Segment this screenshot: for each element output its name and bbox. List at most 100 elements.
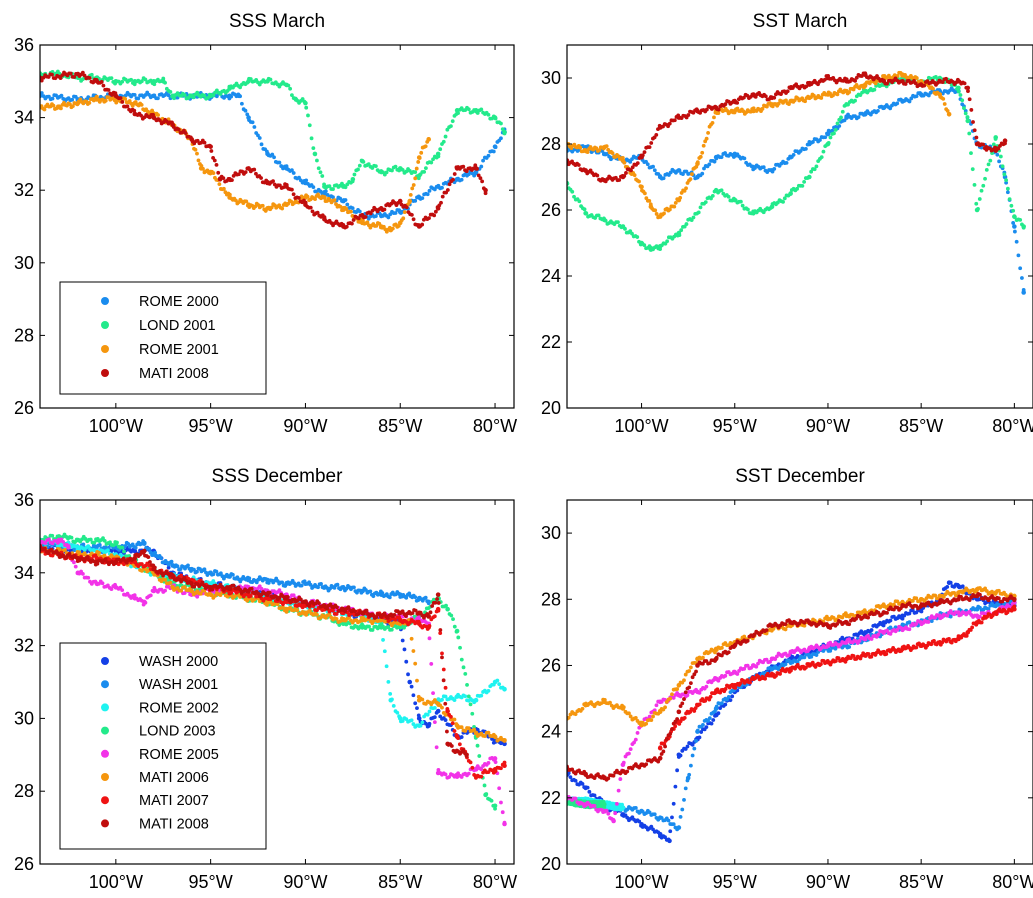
data-point bbox=[443, 134, 448, 139]
data-point bbox=[955, 86, 959, 91]
data-point bbox=[491, 803, 496, 808]
data-point bbox=[804, 84, 809, 89]
data-point bbox=[146, 555, 151, 560]
data-point bbox=[568, 775, 573, 780]
data-point bbox=[967, 131, 972, 136]
data-point bbox=[352, 172, 357, 177]
data-point bbox=[431, 157, 435, 162]
data-point bbox=[132, 92, 137, 97]
data-point bbox=[436, 767, 441, 772]
data-point bbox=[346, 605, 351, 610]
data-point bbox=[493, 760, 498, 765]
data-point bbox=[663, 835, 667, 840]
data-point bbox=[427, 709, 432, 714]
data-point bbox=[159, 556, 163, 561]
data-point bbox=[211, 572, 216, 577]
data-point bbox=[456, 635, 461, 640]
data-point bbox=[88, 537, 93, 542]
y-tick-label: 32 bbox=[14, 180, 34, 200]
legend-marker bbox=[101, 297, 109, 305]
data-point bbox=[420, 222, 425, 227]
data-point bbox=[192, 567, 196, 572]
data-point bbox=[87, 76, 92, 80]
data-point bbox=[800, 183, 805, 188]
data-point bbox=[665, 239, 670, 244]
data-point bbox=[334, 612, 339, 616]
data-point bbox=[995, 152, 1000, 157]
data-point bbox=[900, 616, 905, 621]
data-point bbox=[277, 588, 282, 593]
data-point bbox=[370, 628, 375, 632]
data-point bbox=[914, 94, 919, 99]
data-point bbox=[227, 192, 232, 197]
data-point bbox=[491, 682, 496, 687]
data-point bbox=[688, 177, 693, 182]
data-point bbox=[704, 725, 709, 729]
data-point bbox=[461, 748, 466, 753]
data-point bbox=[704, 136, 709, 141]
data-point bbox=[1004, 178, 1009, 183]
legend-marker bbox=[101, 703, 109, 712]
data-point bbox=[328, 586, 332, 591]
data-point bbox=[400, 719, 405, 723]
data-point bbox=[432, 720, 437, 725]
data-point bbox=[684, 222, 689, 226]
data-point bbox=[672, 118, 677, 123]
data-point bbox=[111, 543, 116, 548]
data-point bbox=[363, 215, 368, 219]
data-point bbox=[232, 594, 237, 599]
data-point bbox=[209, 149, 214, 153]
data-point bbox=[622, 160, 627, 165]
data-point bbox=[288, 86, 293, 91]
data-point bbox=[40, 78, 44, 83]
data-point bbox=[567, 771, 571, 776]
data-point bbox=[726, 194, 731, 199]
data-point bbox=[92, 540, 97, 545]
data-point bbox=[772, 167, 777, 171]
data-point bbox=[486, 761, 491, 765]
data-point bbox=[123, 544, 128, 548]
data-point bbox=[211, 579, 216, 583]
data-point bbox=[82, 73, 87, 78]
data-point bbox=[476, 173, 481, 178]
data-point bbox=[80, 70, 85, 75]
data-point bbox=[386, 625, 391, 629]
data-point bbox=[142, 540, 147, 545]
data-point bbox=[1012, 224, 1017, 229]
data-point bbox=[570, 189, 575, 194]
data-point bbox=[302, 99, 307, 104]
data-point bbox=[415, 678, 419, 683]
data-point bbox=[1021, 225, 1026, 230]
data-point bbox=[740, 203, 745, 208]
data-point bbox=[221, 186, 226, 191]
data-point bbox=[109, 76, 114, 81]
data-point bbox=[854, 75, 859, 80]
data-point bbox=[466, 694, 471, 699]
data-point bbox=[760, 106, 765, 111]
data-point bbox=[322, 195, 326, 200]
data-point bbox=[445, 706, 450, 711]
data-point bbox=[305, 194, 310, 199]
data-point bbox=[432, 705, 437, 710]
data-point bbox=[182, 93, 187, 98]
data-point bbox=[424, 620, 428, 625]
data-point bbox=[712, 115, 716, 120]
data-point bbox=[221, 176, 226, 181]
data-point bbox=[322, 215, 327, 219]
data-point bbox=[391, 704, 396, 708]
data-point bbox=[672, 204, 677, 209]
data-point bbox=[667, 121, 672, 126]
data-point bbox=[642, 150, 647, 155]
data-point bbox=[723, 702, 728, 707]
data-point bbox=[306, 113, 310, 118]
data-point bbox=[719, 188, 724, 193]
data-point bbox=[839, 115, 843, 120]
data-point bbox=[335, 582, 340, 587]
y-tick-label: 34 bbox=[14, 563, 34, 583]
data-point bbox=[89, 72, 94, 77]
data-point bbox=[1011, 208, 1016, 213]
data-point bbox=[189, 589, 194, 594]
data-point bbox=[199, 164, 204, 168]
data-point bbox=[373, 214, 378, 219]
data-point bbox=[900, 79, 905, 83]
